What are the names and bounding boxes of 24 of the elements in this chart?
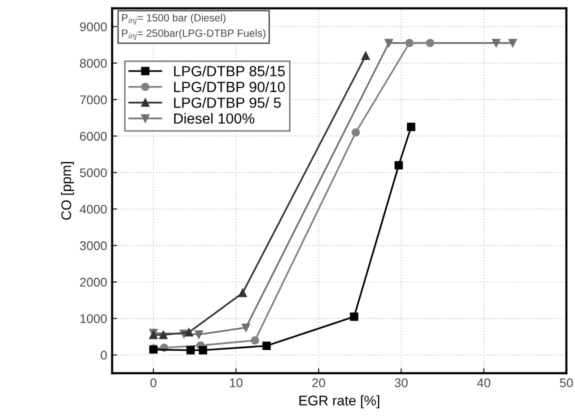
y-tick-label: 6000 — [80, 132, 107, 141]
y-tick-label: 3000 — [80, 241, 107, 250]
y-tick-label: 5000 — [80, 168, 107, 178]
y-axis-title: CO [ppm] — [60, 162, 74, 220]
annotation: P$_{inj}$= 250bar(LPG-DTBP Fuels) — [122, 29, 266, 40]
legend-label: LPG/DTBP 85/15 — [174, 66, 285, 76]
x-tick-label: 40 — [477, 378, 490, 388]
legend-label: LPG/DTBP 95/ 5 — [174, 97, 281, 108]
x-axis-title: EGR rate [%] — [299, 395, 380, 408]
y-tick-label: 8000 — [80, 58, 107, 68]
y-tick-label: 7000 — [80, 95, 107, 104]
y-tick-label: 0 — [100, 350, 107, 360]
x-tick-label: 0 — [150, 378, 156, 388]
x-tick-label: 30 — [394, 378, 408, 388]
x-tick-label: 10 — [230, 378, 242, 388]
y-tick-label: 2000 — [80, 278, 107, 287]
legend-label: Diesel 100% — [174, 112, 254, 124]
y-tick-label: 9000 — [80, 22, 107, 32]
legend-label: LPG/DTBP 90/10 — [174, 81, 285, 92]
annotation: P$_{inj}$= 1500 bar (Diesel) — [122, 14, 226, 25]
y-tick-label: 4000 — [80, 204, 107, 214]
x-tick-label: 20 — [312, 378, 326, 388]
y-tick-label: 1000 — [80, 314, 107, 324]
x-tick-label: 50 — [560, 378, 573, 388]
